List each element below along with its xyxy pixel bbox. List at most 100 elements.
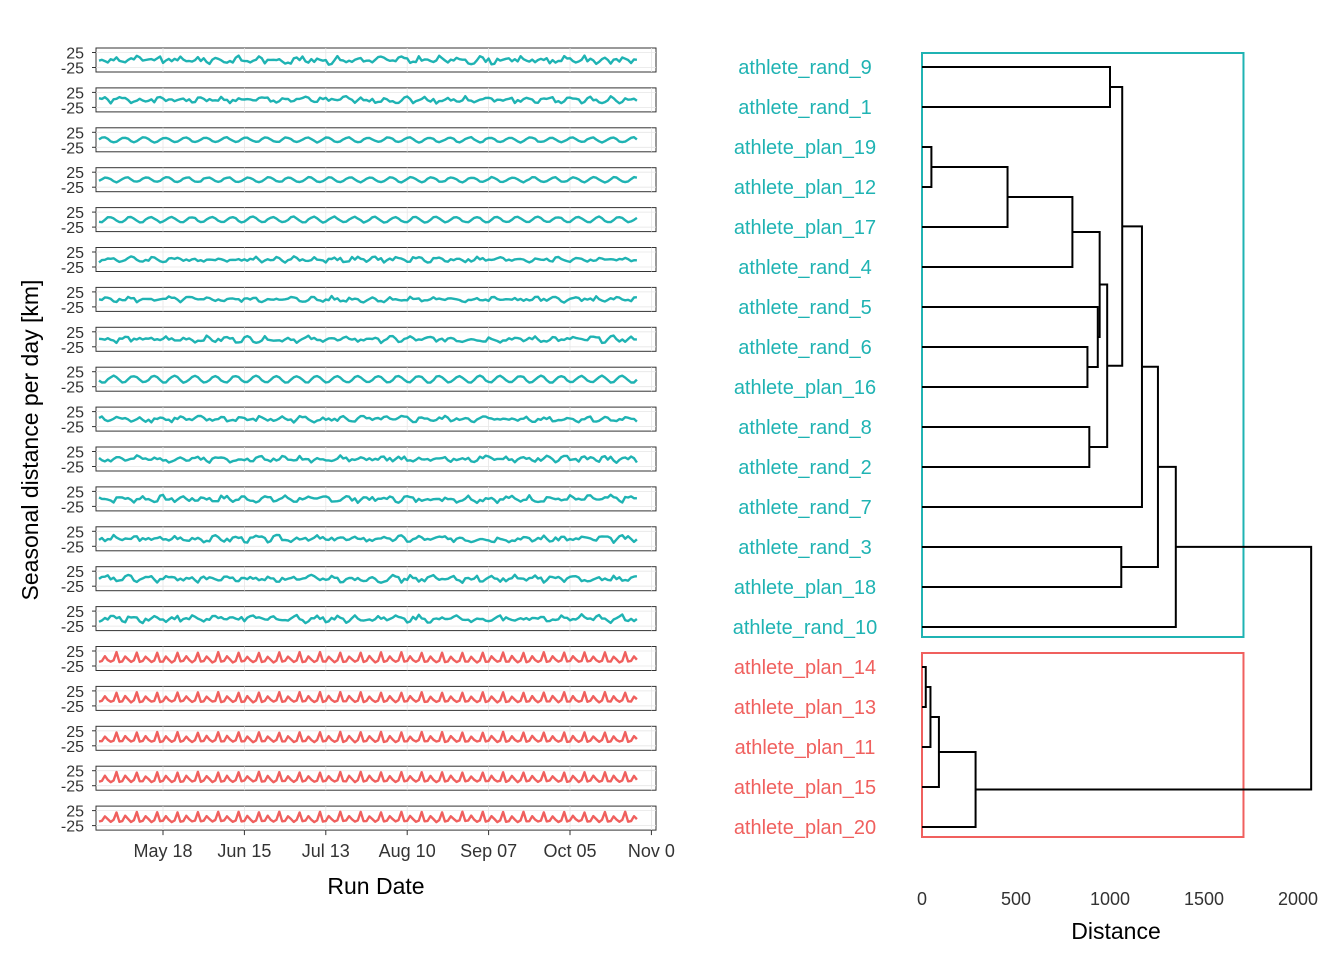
facet-y-axis-title: Seasonal distance per day [km] <box>17 280 43 601</box>
x-tick-label: Oct 05 <box>543 841 596 861</box>
y-tick-label: -25 <box>61 340 84 357</box>
facet-panel: 25-25 <box>61 165 657 197</box>
y-tick-label: 25 <box>66 804 84 821</box>
series-line <box>98 255 637 264</box>
series-line <box>98 650 638 664</box>
x-tick-label: Nov 0 <box>628 841 675 861</box>
leaf-label: athlete_rand_1 <box>738 97 871 119</box>
series-line <box>98 690 638 704</box>
dendrogram-link <box>922 306 1099 368</box>
facet-panel: 25-25 <box>61 285 657 317</box>
facet-x-axis-title: Run Date <box>327 873 424 899</box>
y-tick-label: 25 <box>66 165 84 182</box>
dendrogram-x-tick-label: 500 <box>1001 889 1031 909</box>
y-tick-label: -25 <box>61 819 84 836</box>
y-tick-label: -25 <box>61 499 84 516</box>
dendrogram-link <box>922 426 1091 468</box>
leaf-label: athlete_plan_14 <box>734 657 876 679</box>
facet-panel: 25-25 <box>61 205 657 237</box>
dendrogram-link <box>922 546 1123 588</box>
y-tick-label: 25 <box>66 764 84 781</box>
leaf-label: athlete_plan_18 <box>734 577 876 599</box>
leaf-label: athlete_rand_6 <box>738 337 871 359</box>
leaf-label: athlete_rand_7 <box>738 497 871 519</box>
series-line <box>98 374 638 384</box>
series-line <box>98 215 638 224</box>
dendrogram-link <box>975 545 1313 791</box>
y-tick-label: -25 <box>61 300 84 317</box>
y-tick-label: 25 <box>66 484 84 501</box>
y-tick-label: -25 <box>61 420 84 437</box>
series-line <box>98 810 638 824</box>
facet-panel: 25-25 <box>61 245 657 277</box>
y-tick-label: 25 <box>66 125 84 142</box>
leaf-label: athlete_rand_2 <box>738 457 871 479</box>
series-line <box>98 175 638 184</box>
facet-panel: 25-25 <box>61 724 657 756</box>
facet-panel: 25-25 <box>61 764 657 796</box>
y-tick-label: 25 <box>66 245 84 262</box>
leaf-label: athlete_rand_8 <box>738 417 871 439</box>
series-line <box>99 730 638 744</box>
y-tick-label: -25 <box>61 220 84 237</box>
y-tick-label: -25 <box>61 699 84 716</box>
leaf-label: athlete_plan_11 <box>735 737 876 759</box>
dendrogram-link <box>1072 231 1101 338</box>
facet-panel: 25-25 <box>61 804 657 836</box>
leaf-label: athlete_plan_15 <box>734 777 876 799</box>
y-tick-label: -25 <box>61 659 84 676</box>
dendrogram-link <box>922 196 1074 268</box>
y-tick-label: -25 <box>61 619 84 636</box>
facet-x-axis: May 18 Jun 15 Jul 13 Aug 10 Sep 07 Oct 05 Nov … <box>133 830 675 861</box>
series-line <box>98 493 637 505</box>
x-tick-label: Jul 13 <box>302 841 350 861</box>
dendrogram-link <box>922 346 1089 388</box>
dendrogram-link <box>1121 365 1159 568</box>
cluster-box <box>921 652 1245 838</box>
series-line <box>98 454 638 464</box>
series-line <box>98 54 638 66</box>
series-line <box>98 573 638 584</box>
series-line <box>98 135 638 144</box>
y-tick-label: 25 <box>66 564 84 581</box>
facet-panel: 25-25 <box>61 325 657 357</box>
leaf-label: athlete_plan_19 <box>734 137 876 159</box>
y-tick-label: 25 <box>66 644 84 661</box>
series-line <box>98 770 638 784</box>
x-tick-label: Sep 07 <box>460 841 517 861</box>
leaf-label: athlete_plan_12 <box>734 177 876 199</box>
facet-panel: 25-25 <box>61 46 657 78</box>
facet-panel: 25-25 <box>61 644 657 676</box>
y-tick-label: -25 <box>61 460 84 477</box>
y-tick-label: -25 <box>61 539 84 556</box>
series-line <box>98 94 638 105</box>
dendrogram-link <box>922 146 933 188</box>
cluster-box <box>921 52 1245 638</box>
y-tick-label: -25 <box>61 140 84 157</box>
y-tick-label: 25 <box>66 205 84 222</box>
y-tick-label: 25 <box>66 524 84 541</box>
dendrogram-x-axis-title: Distance <box>1071 918 1160 944</box>
y-tick-label: 25 <box>66 46 84 63</box>
y-tick-label: -25 <box>61 579 84 596</box>
y-tick-label: 25 <box>66 285 84 302</box>
dendrogram-x-tick-label: 1000 <box>1090 889 1130 909</box>
y-tick-label: -25 <box>61 739 84 756</box>
facet-panel: 25-25 <box>61 604 657 636</box>
facet-panel: 25-25 <box>61 484 657 516</box>
panel-frame <box>95 87 657 113</box>
facet-panel: 25-25 <box>61 564 657 596</box>
dendrogram-x-axis: 0 500 1000 1500 2000 <box>917 889 1318 909</box>
leaf-label: athlete_rand_5 <box>738 297 871 319</box>
y-tick-label: -25 <box>61 61 84 78</box>
leaf-label: athlete_plan_17 <box>734 217 876 239</box>
dendrogram-link <box>922 66 1111 108</box>
y-tick-label: 25 <box>66 405 84 422</box>
dendrogram-link <box>922 751 977 828</box>
facet-panel: 25-25 <box>61 365 657 397</box>
series-line <box>98 533 638 544</box>
dendrogram-link <box>922 166 1009 228</box>
facet-panel: 25-25 <box>61 405 657 437</box>
y-tick-label: 25 <box>66 365 84 382</box>
facet-panel: 25-25 <box>61 85 657 117</box>
